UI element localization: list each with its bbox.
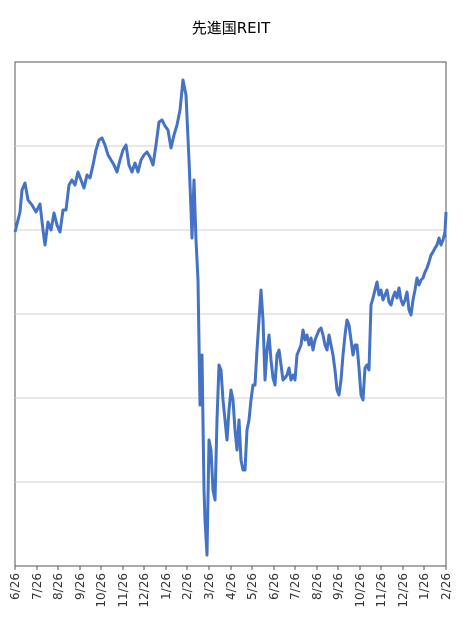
x-tick-label: 8/26 [310,573,324,600]
chart-title: 先進国REIT [192,19,271,37]
x-tick-label: 11/26 [116,573,130,608]
line [13,78,448,557]
x-tick-label: 12/26 [396,573,410,608]
x-tick-label: 2/26 [180,573,194,600]
x-tick-label: 4/26 [224,573,238,600]
x-tick-label: 6/26 [267,573,281,600]
x-tick-label: 10/26 [94,573,108,608]
x-tick-label: 7/26 [288,573,302,600]
x-tick-label: 5/26 [245,573,259,600]
x-tick-label: 7/26 [30,573,44,600]
x-tick-label: 10/26 [353,573,367,608]
x-tick-label: 1/26 [159,573,173,600]
x-tick-label: 12/26 [137,573,151,608]
x-tick-label: 11/26 [374,573,388,608]
x-tick-label: 2/26 [439,573,453,600]
x-tick-label: 9/26 [331,573,345,600]
x-tick-label: 9/26 [73,573,87,600]
x-tick-label: 8/26 [51,573,65,600]
x-tick-label: 1/26 [417,573,431,600]
x-tick-label: 6/26 [8,573,22,600]
x-tick-label: 3/26 [202,573,216,600]
